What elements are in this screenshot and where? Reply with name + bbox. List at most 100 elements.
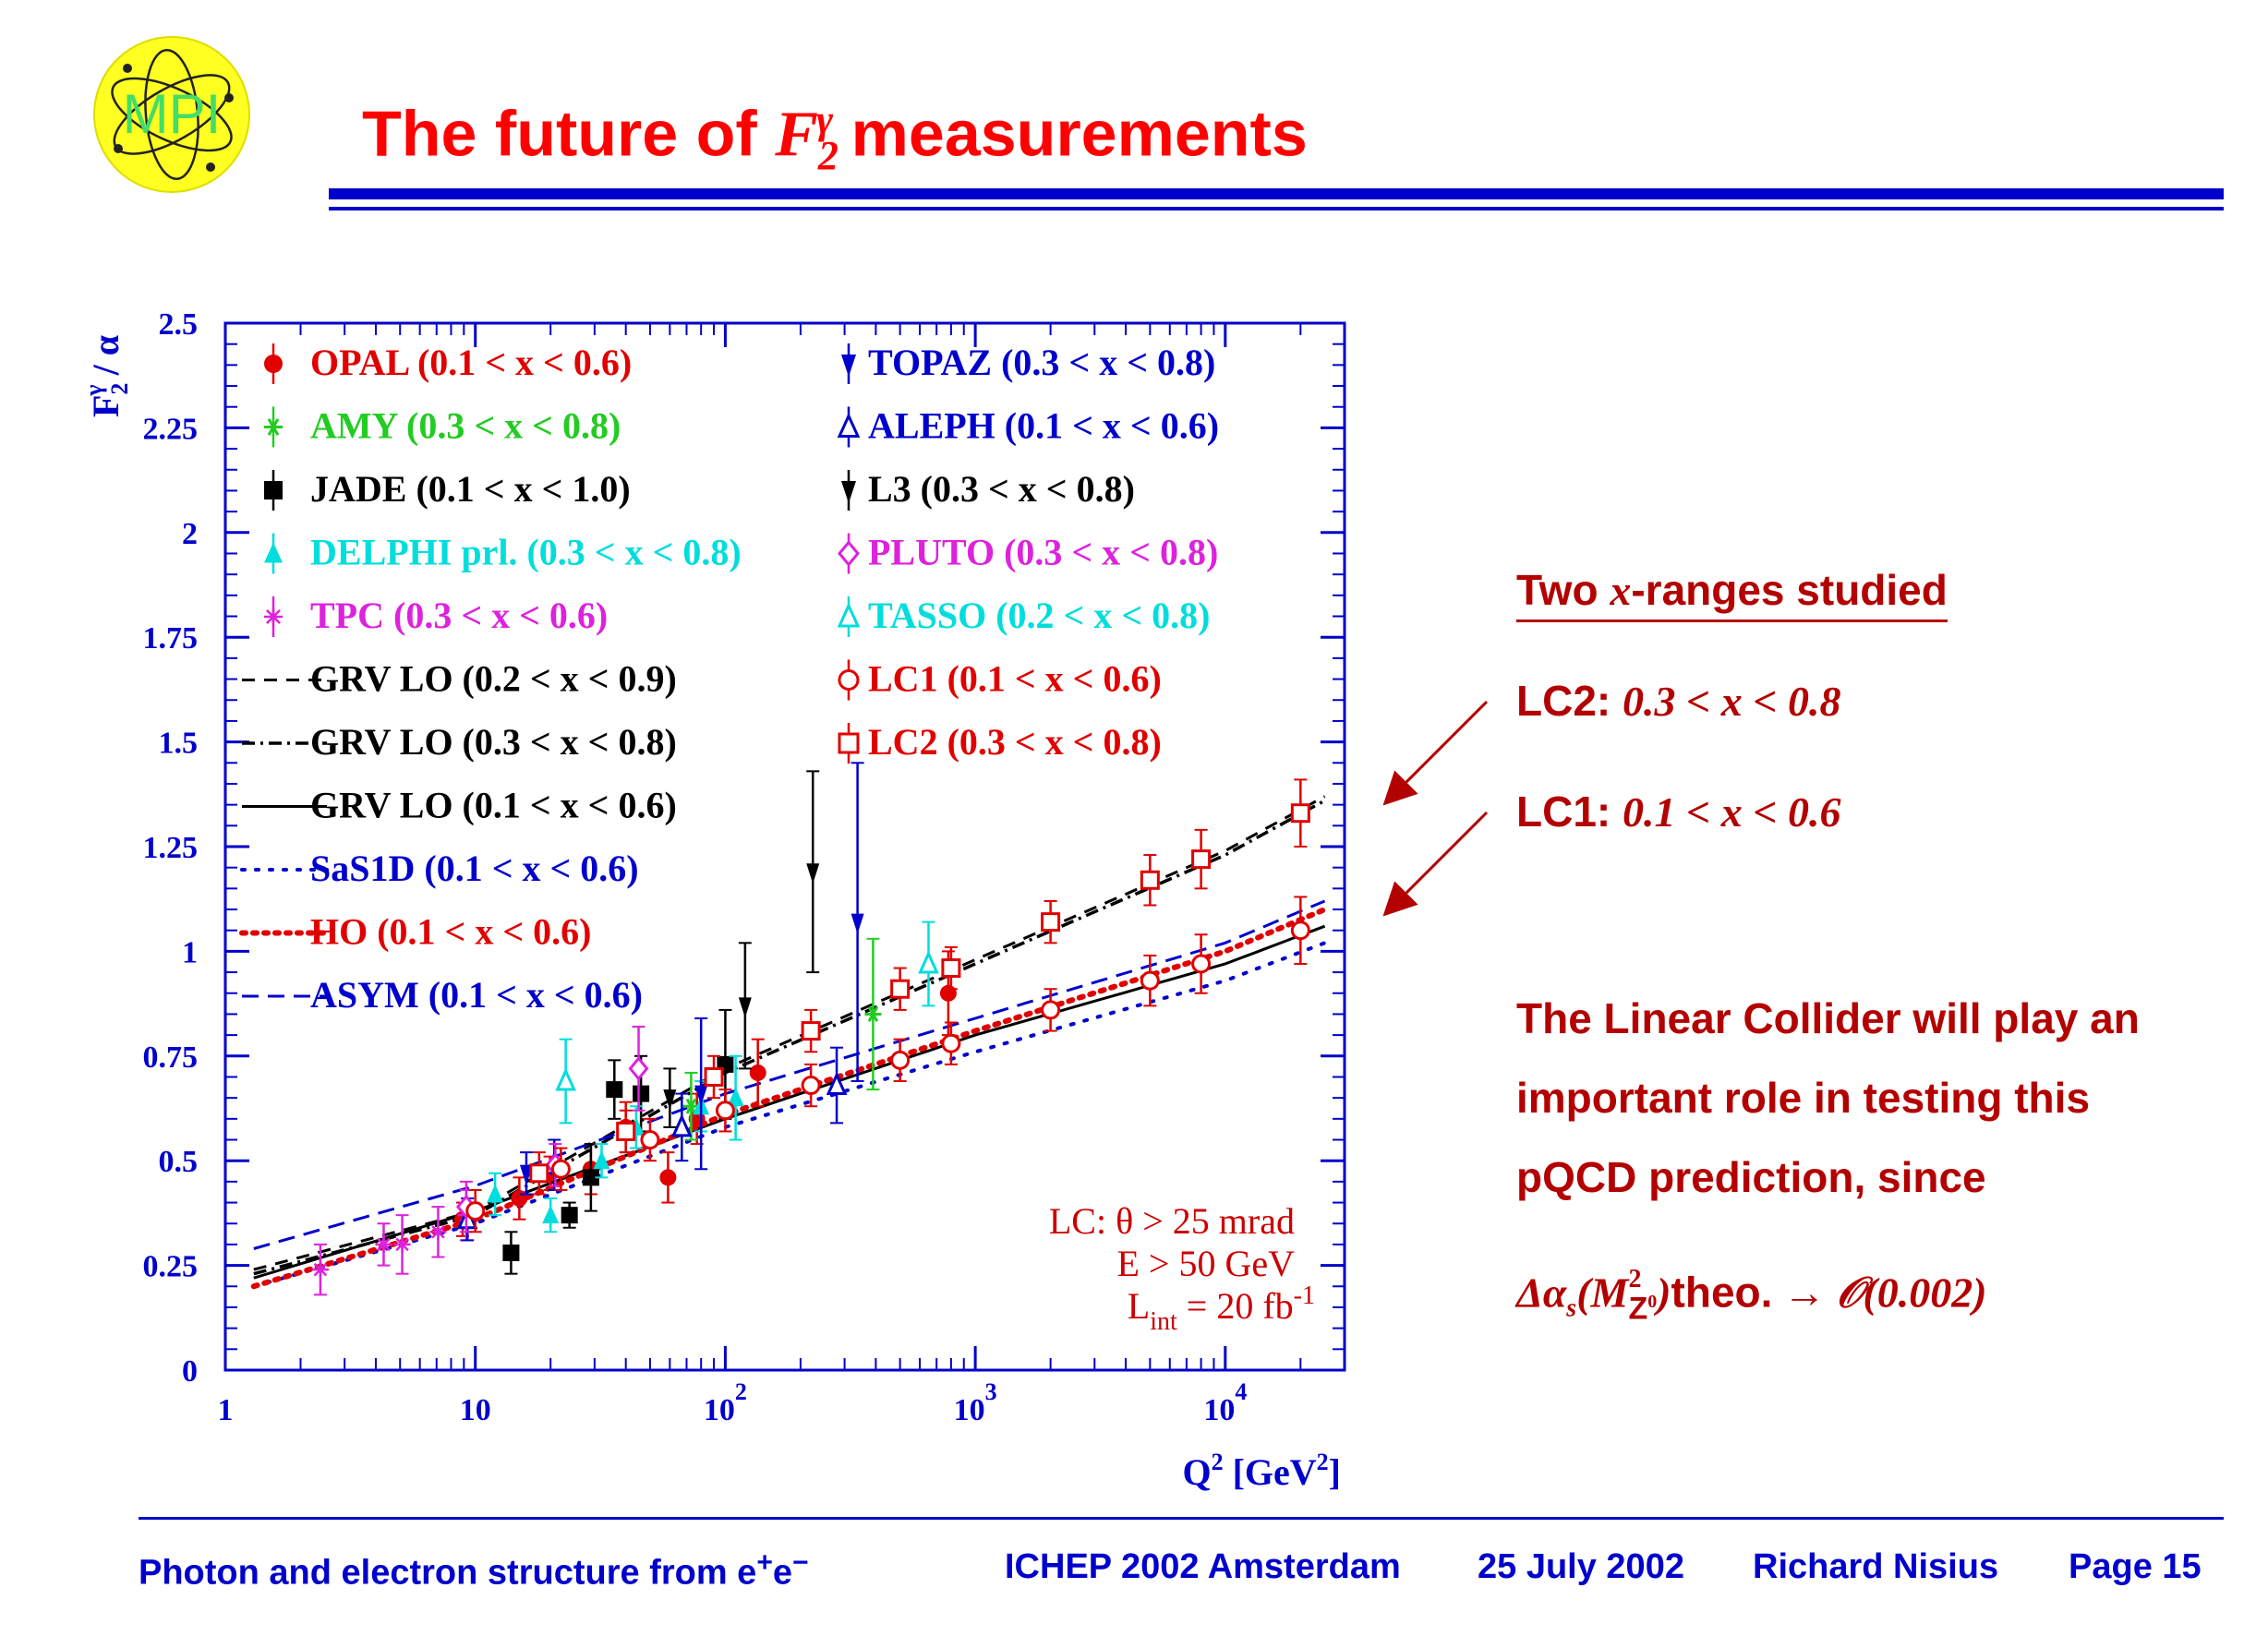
sidebar-text-line1: The Linear Collider will play an: [1516, 994, 2140, 1042]
curve-dash: [253, 795, 1326, 1271]
data-point: [941, 945, 961, 991]
data-point: [682, 1071, 700, 1141]
footer-conference: ICHEP 2002 Amsterdam: [1005, 1547, 1401, 1586]
y-tick-label: 2.5: [159, 307, 199, 342]
pointer-arrows: [1382, 700, 1489, 917]
legend-label: ALEPH (0.1 < x < 0.6): [868, 405, 1219, 447]
legend-label: SaS1D (0.1 < x < 0.6): [310, 848, 639, 889]
legend-label: GRV LO (0.1 < x < 0.6): [310, 785, 677, 826]
data-point: [890, 967, 911, 1011]
legend-label: TASSO (0.2 < x < 0.8): [868, 595, 1210, 636]
legend-label: PLUTO (0.3 < x < 0.8): [868, 532, 1218, 573]
data-point: [640, 1117, 660, 1162]
x-tick-label: 103: [954, 1378, 997, 1427]
data-point: [663, 1067, 677, 1128]
data-point: [1041, 899, 1061, 944]
data-point: [694, 1016, 708, 1171]
x-tick-label: 104: [1203, 1378, 1247, 1427]
svg-text:Lint = 20 fb-1: Lint = 20 fb-1: [1128, 1281, 1315, 1336]
data-point: [671, 1092, 693, 1162]
legend-entry: LC2 (0.3 < x < 0.8): [838, 721, 1162, 764]
data-point: [582, 1143, 599, 1212]
footer-date: 25 July 2002: [1478, 1547, 1684, 1586]
data-point: [1290, 778, 1310, 848]
data-point: [542, 1197, 560, 1233]
data-point: [801, 1063, 821, 1108]
sidebar-heading: Two x-ranges studied: [1516, 565, 1948, 622]
legend-label: OPAL (0.1 < x < 0.6): [310, 342, 632, 383]
sidebar-lc2: LC2: 0.3 < x < 0.8: [1516, 677, 1841, 725]
lc-annotation: LC: θ > 25 mrad E > 50 GeV Lint = 20 fb-…: [1049, 1200, 1315, 1336]
arrow-lc2-pointer: [1382, 700, 1489, 806]
y-tick-label: 1.75: [143, 621, 199, 656]
legend-entry: GRV LO (0.3 < x < 0.8): [242, 721, 677, 763]
y-tick-label: 1.25: [143, 831, 199, 865]
data-point: [375, 1222, 392, 1267]
legend-label: GRV LO (0.3 < x < 0.8): [310, 721, 677, 763]
legend-entry: TASSO (0.2 < x < 0.8): [837, 595, 1210, 637]
data-point: [941, 1021, 961, 1065]
data-point: [429, 1206, 447, 1258]
data-point: [850, 762, 864, 1083]
y-tick-label: 0.75: [143, 1041, 199, 1075]
data-point: [826, 1046, 848, 1125]
y-tick-label: 2.25: [143, 412, 199, 446]
data-point: [749, 1038, 766, 1108]
data-point: [1191, 933, 1212, 994]
data-point: [511, 1176, 528, 1221]
legend-label: HO (0.1 < x < 0.6): [310, 911, 591, 953]
data-point: [801, 1008, 821, 1053]
svg-text:E > 50 GeV: E > 50 GeV: [1116, 1243, 1295, 1284]
data-point: [1041, 988, 1061, 1032]
x-tick-label: 102: [704, 1378, 747, 1427]
x-axis-title: Q2 [GeV2]: [1182, 1449, 1341, 1493]
footer-page: Page 15: [2069, 1547, 2202, 1586]
data-point: [1140, 954, 1160, 1007]
legend-entry: DELPHI prl. (0.3 < x < 0.8): [264, 532, 742, 574]
y-tick-label: 0.5: [159, 1145, 199, 1179]
data-point: [918, 920, 939, 1007]
footer-author: Richard Nisius: [1753, 1547, 1999, 1586]
data-point: [561, 1201, 578, 1229]
legend-entry: LC1 (0.1 < x < 0.6): [838, 658, 1162, 701]
data-point: [487, 1172, 504, 1217]
data-point: [311, 1243, 329, 1296]
sidebar-text-line3: pQCD prediction, since: [1516, 1153, 1986, 1201]
legend-label: LC1 (0.1 < x < 0.6): [868, 658, 1162, 700]
legend-entry: GRV LO (0.1 < x < 0.6): [242, 785, 677, 826]
legend-entry: PLUTO (0.3 < x < 0.8): [838, 532, 1218, 574]
legend-label: JADE (0.1 < x < 1.0): [310, 468, 631, 510]
x-tick-label: 10: [460, 1393, 491, 1427]
y-axis-title: F2γ / α: [80, 335, 133, 417]
legend-label: ASYM (0.1 < x < 0.6): [310, 974, 643, 1016]
legend-label: DELPHI prl. (0.3 < x < 0.8): [310, 532, 742, 573]
legend-label: LC2 (0.3 < x < 0.8): [868, 721, 1162, 763]
sidebar-lc1: LC1: 0.1 < x < 0.6: [1516, 788, 1841, 836]
svg-text:LC: θ > 25 mrad: LC: θ > 25 mrad: [1049, 1200, 1295, 1242]
data-point: [864, 937, 882, 1091]
legend-label: L3 (0.3 < x < 0.8): [868, 468, 1135, 510]
footer-left: Photon and electron structure from e+e−: [139, 1547, 809, 1593]
x-tick-label: 1: [218, 1393, 234, 1427]
legend-entry: TPC (0.3 < x < 0.6): [264, 595, 608, 637]
title-rule-thin: [329, 207, 2224, 211]
data-point: [529, 1151, 549, 1196]
legend-label: TOPAZ (0.3 < x < 0.8): [868, 342, 1215, 383]
data-point: [890, 1038, 911, 1083]
data-point: [1290, 896, 1310, 966]
data-point: [550, 1147, 571, 1191]
legend-entry: ASYM (0.1 < x < 0.6): [242, 974, 643, 1016]
legend-entry: L3 (0.3 < x < 0.8): [841, 468, 1135, 511]
legend-label: TPC (0.3 < x < 0.6): [310, 595, 608, 636]
data-point: [606, 1059, 623, 1120]
data-point: [555, 1038, 576, 1125]
legend-label: AMY (0.3 < x < 0.8): [310, 405, 621, 447]
y-tick-label: 1.5: [159, 727, 199, 761]
data-point: [704, 1054, 724, 1100]
data-point: [1191, 828, 1212, 890]
svg-text:MPI: MPI: [123, 83, 222, 145]
data-point: [806, 770, 820, 974]
y-tick-label: 0.25: [143, 1250, 199, 1284]
sidebar-text-line2: important role in testing this: [1516, 1074, 2091, 1122]
sidebar-formula: Δαs(M 2 Z0)theo. → 𝒪(0.002): [1516, 1265, 1987, 1327]
